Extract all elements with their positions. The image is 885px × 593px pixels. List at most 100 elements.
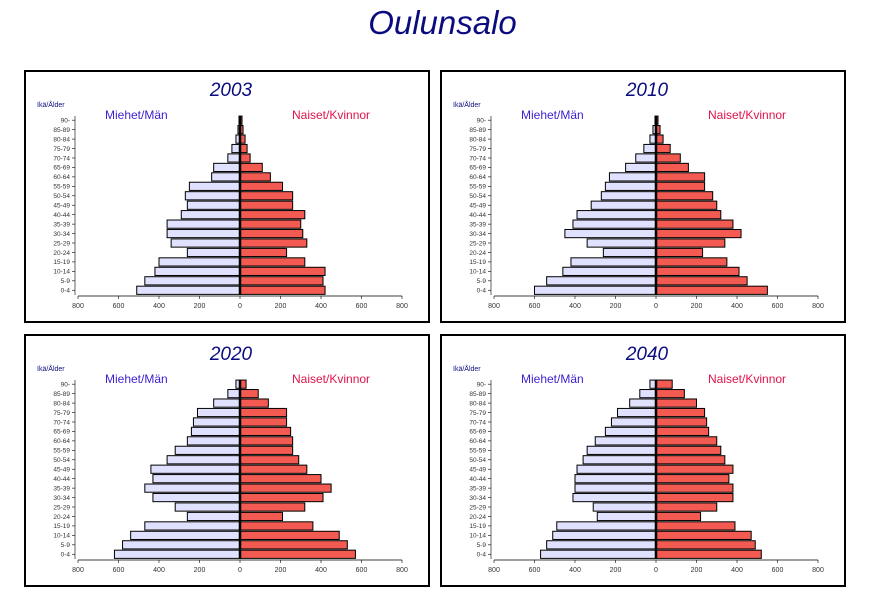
male-bar — [150, 464, 241, 474]
age-tick-label: 70-74 — [53, 419, 70, 426]
female-bar — [239, 407, 288, 418]
female-bar — [655, 398, 697, 408]
male-bar — [227, 153, 241, 163]
male-bar — [196, 407, 241, 418]
female-bar — [239, 389, 259, 399]
female-bar — [655, 549, 762, 559]
age-tick-label: 30-34 — [469, 231, 486, 238]
x-tick-label: 400 — [569, 303, 581, 310]
male-bar — [186, 511, 241, 522]
x-tick-label: 800 — [812, 567, 824, 574]
male-bar — [546, 276, 657, 286]
age-tick-label: 45-49 — [53, 203, 70, 210]
female-bar — [239, 530, 340, 540]
age-tick-label: 15-19 — [469, 523, 486, 530]
male-bar — [629, 398, 657, 408]
age-tick-label: 0-4 — [61, 552, 71, 559]
female-bar — [239, 417, 288, 427]
pyramid-panel-2003: 2003 Ikä/Ålder Miehet/Män Naiset/Kvinnor 0-4… — [24, 70, 430, 323]
male-bar — [166, 228, 241, 239]
male-bar — [186, 247, 241, 258]
female-label: Naiset/Kvinnor — [708, 108, 786, 122]
male-bar — [166, 219, 241, 229]
male-bar — [625, 162, 657, 173]
female-bar — [239, 181, 284, 191]
age-axis-label: Ikä/Ålder — [37, 364, 65, 373]
female-bar — [655, 143, 671, 154]
male-bar — [186, 200, 241, 210]
age-tick-label: 20-24 — [469, 250, 486, 257]
age-tick-label: 70-74 — [53, 155, 70, 162]
panel-title: 2040 — [625, 344, 669, 365]
male-bar — [574, 483, 657, 493]
male-bar — [158, 257, 241, 267]
female-bar — [655, 502, 718, 512]
x-tick-label: 800 — [72, 303, 84, 310]
female-bar — [239, 191, 294, 201]
pyramid-panel-2020: 2020 Ikä/Ålder Miehet/Män Naiset/Kvinnor 0-4… — [24, 334, 430, 587]
female-bar — [655, 521, 736, 531]
male-label: Miehet/Män — [105, 108, 168, 122]
x-tick-label: 200 — [275, 567, 287, 574]
female-bar — [655, 407, 706, 418]
male-bar — [610, 417, 657, 427]
x-tick-label: 0 — [238, 567, 242, 574]
x-tick-label: 200 — [194, 303, 206, 310]
male-bar — [154, 266, 241, 276]
age-tick-label: 65-69 — [469, 165, 486, 172]
age-tick-label: 55-59 — [53, 448, 70, 455]
male-bar — [586, 445, 657, 455]
age-tick-label: 90- — [61, 117, 70, 124]
female-bar — [655, 210, 722, 220]
male-bar — [562, 266, 657, 276]
age-tick-label: 80-84 — [469, 400, 486, 407]
pyramid-chart-2020: 2020 Ikä/Ålder Miehet/Män Naiset/Kvinnor 0-4… — [37, 344, 408, 574]
female-bar — [655, 162, 689, 173]
x-tick-label: 800 — [396, 567, 408, 574]
age-tick-label: 65-69 — [53, 165, 70, 172]
male-bar — [186, 436, 241, 446]
male-bar — [540, 549, 657, 559]
female-bar — [239, 540, 348, 550]
age-tick-label: 80-84 — [53, 136, 70, 143]
age-tick-label: 85-89 — [469, 127, 486, 134]
age-tick-label: 5-9 — [477, 278, 487, 285]
x-tick-label: 200 — [691, 303, 703, 310]
male-bar — [174, 502, 241, 512]
age-tick-label: 45-49 — [469, 203, 486, 210]
female-bar — [239, 511, 284, 522]
male-bar — [564, 228, 657, 239]
age-tick-label: 25-29 — [53, 504, 70, 511]
age-tick-label: 75-79 — [469, 146, 486, 153]
x-tick-label: 600 — [113, 567, 125, 574]
age-tick-label: 65-69 — [469, 429, 486, 436]
age-tick-label: 40-44 — [53, 212, 70, 219]
female-bar — [239, 445, 294, 455]
male-bar — [152, 474, 241, 484]
male-bar — [592, 502, 657, 512]
male-bar — [213, 398, 241, 408]
age-tick-label: 50-54 — [469, 193, 486, 200]
male-bar — [136, 285, 241, 295]
male-bar — [113, 549, 241, 559]
age-tick-label: 60-64 — [469, 174, 486, 181]
age-tick-label: 5-9 — [61, 542, 71, 549]
female-bar — [655, 511, 702, 522]
x-tick-label: 400 — [731, 303, 743, 310]
female-bar — [655, 474, 730, 484]
x-tick-label: 600 — [772, 567, 784, 574]
age-tick-label: 20-24 — [53, 514, 70, 521]
male-bar — [576, 210, 657, 220]
female-bar — [655, 530, 752, 540]
x-tick-label: 800 — [72, 567, 84, 574]
age-axis-label: Ikä/Ålder — [37, 100, 65, 109]
male-bar — [546, 540, 657, 550]
female-bar — [655, 455, 726, 465]
female-bar — [655, 445, 722, 455]
female-bar — [239, 426, 292, 437]
female-bar — [239, 549, 356, 559]
age-tick-label: 75-79 — [469, 410, 486, 417]
male-bar — [188, 181, 241, 191]
male-bar — [552, 530, 657, 540]
age-tick-label: 35-39 — [469, 221, 486, 228]
